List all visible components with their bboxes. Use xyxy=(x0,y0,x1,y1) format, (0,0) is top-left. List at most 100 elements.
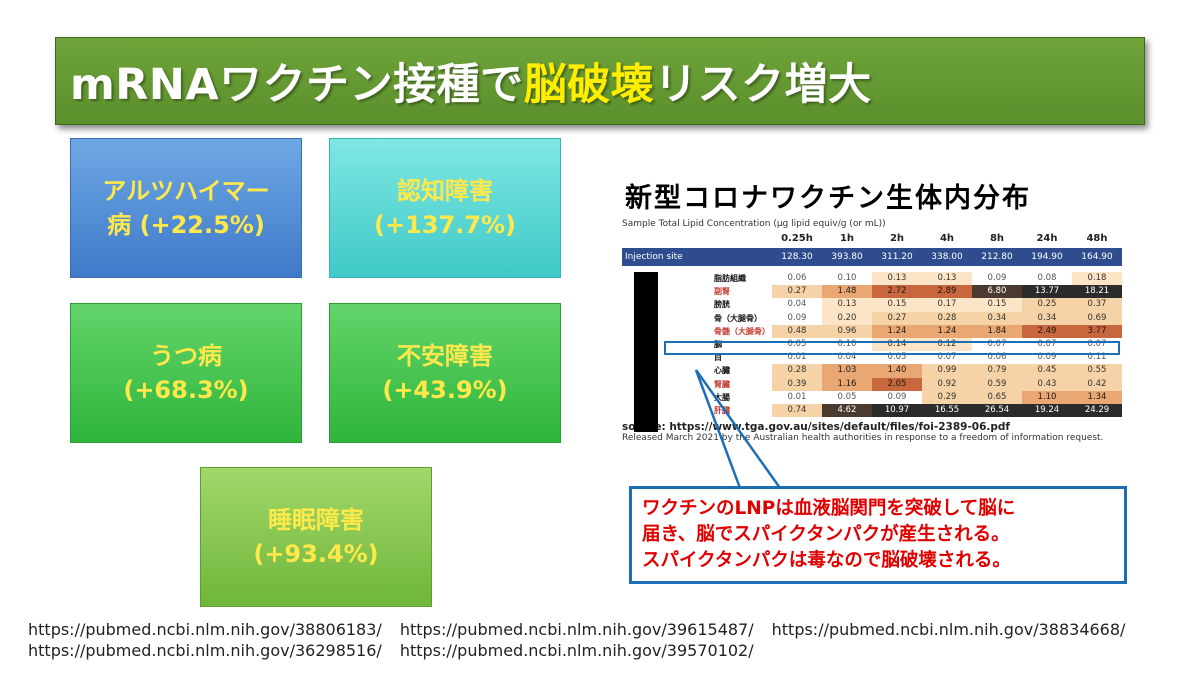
row-label: 脳 xyxy=(714,339,722,349)
column-header: 24h xyxy=(1036,233,1058,244)
table-cell: 0.96 xyxy=(822,324,872,338)
table-cell: 0.06 xyxy=(987,352,1007,363)
table-cell: 0.92 xyxy=(922,377,972,391)
callout-line-1: ワクチンのLNPは血液脳関門を突破して脳に xyxy=(642,498,1016,519)
table-cell: 2.05 xyxy=(872,377,922,391)
table-cell: 0.09 xyxy=(787,312,807,323)
table-cell: 1.48 xyxy=(822,285,872,299)
table-cell: 2.49 xyxy=(1022,324,1072,338)
source-text: source: https://www.tga.gov.au/sites/def… xyxy=(622,421,1010,434)
table-cell: 0.08 xyxy=(1037,273,1057,283)
callout-line-2: 届き、脳でスパイクタンパクが産生される。 xyxy=(642,523,1010,545)
table-cell: 24.29 xyxy=(1072,403,1122,418)
brain-row-highlight xyxy=(664,341,1120,355)
table-cell: 0.15 xyxy=(972,298,1022,312)
redaction-bar xyxy=(634,272,658,432)
reference-link[interactable]: https://pubmed.ncbi.nlm.nih.gov/38806183… xyxy=(28,620,382,639)
table-row: 骨（大腿骨） 0.09 0.20 0.27 0.28 0.34 0.34 0.69 xyxy=(622,311,1122,325)
reference-urls: https://pubmed.ncbi.nlm.nih.gov/38806183… xyxy=(28,619,1143,661)
table-cell: 0.05 xyxy=(787,338,807,349)
table-cell: 0.43 xyxy=(1022,377,1072,391)
row-label: 目 xyxy=(714,353,722,363)
table-cell: 0.34 xyxy=(972,311,1022,325)
condition-box-anxiety: 不安障害 (+43.9%) xyxy=(329,303,561,443)
table-cell: 0.34 xyxy=(1022,311,1072,325)
condition-box-alzheimers: アルツハイマー 病 (+22.5%) xyxy=(70,138,302,278)
table-cell: 0.09 xyxy=(1037,352,1057,363)
table-cell: 0.01 xyxy=(787,391,807,402)
table-cell: 4.62 xyxy=(822,403,872,418)
table-cell: 311.20 xyxy=(881,252,913,262)
table-caption: Sample Total Lipid Concentration (µg lip… xyxy=(622,219,886,229)
condition-name: 不安障害 xyxy=(397,341,493,370)
table-row: 大腸 0.01 0.05 0.09 0.29 0.65 1.10 1.34 xyxy=(622,390,1122,404)
table-cell: 0.27 xyxy=(772,285,822,299)
table-cell: 3.77 xyxy=(1072,324,1122,338)
column-header: 0.25h xyxy=(781,233,813,244)
column-header: 2h xyxy=(889,233,905,244)
reference-link[interactable]: https://pubmed.ncbi.nlm.nih.gov/36298516… xyxy=(28,641,382,660)
condition-name: うつ病 xyxy=(150,341,222,370)
table-cell: 0.59 xyxy=(972,377,1022,391)
table-cell: 0.13 xyxy=(872,272,922,286)
table-cell: 0.10 xyxy=(837,273,857,283)
table-cell: 1.24 xyxy=(922,324,972,338)
reference-link[interactable]: https://pubmed.ncbi.nlm.nih.gov/38834668… xyxy=(771,620,1126,639)
table-cell: 393.80 xyxy=(831,252,863,262)
table-cell: 0.99 xyxy=(922,364,972,378)
injection-row: Injection site 128.30 393.80 311.20 338.00 21… xyxy=(622,248,1122,266)
table-cell: 1.84 xyxy=(972,324,1022,338)
table-cell: 0.69 xyxy=(1072,311,1122,325)
table-cell: 0.48 xyxy=(772,324,822,338)
table-cell: 0.06 xyxy=(787,273,807,283)
column-header: 48h xyxy=(1086,233,1108,244)
row-label: 副腎 xyxy=(714,287,730,297)
row-label: Injection site xyxy=(625,252,683,262)
table-row: 脂肪組織 0.06 0.10 0.13 0.13 0.09 0.08 0.18 xyxy=(622,272,1122,286)
table-cell: 0.18 xyxy=(1072,272,1122,286)
condition-name-line2: 病 (+22.5%) xyxy=(107,211,265,239)
table-cell: 0.09 xyxy=(987,273,1007,283)
table-cell: 194.90 xyxy=(1031,252,1063,262)
released-text: Released March 2021 by the Australian he… xyxy=(622,433,1104,444)
table-cell: 2.89 xyxy=(922,285,972,299)
table-cell: 0.65 xyxy=(972,390,1022,404)
condition-pct: (+93.4%) xyxy=(253,540,379,568)
table-cell: 10.97 xyxy=(872,403,922,418)
table-cell: 128.30 xyxy=(781,252,813,262)
reference-link[interactable]: https://pubmed.ncbi.nlm.nih.gov/39615487… xyxy=(399,620,754,639)
table-row: 骨髄（大腿骨） 0.48 0.96 1.24 1.24 1.84 2.49 3.77 xyxy=(622,324,1122,338)
table-cell: 0.79 xyxy=(972,364,1022,378)
table-cell: 0.05 xyxy=(837,391,857,402)
table-cell: 13.77 xyxy=(1022,285,1072,299)
title-highlight: 脳破壊 xyxy=(523,60,655,110)
row-label: 膀胱 xyxy=(714,300,730,310)
table-cell: 6.80 xyxy=(972,285,1022,299)
table-cell: 0.27 xyxy=(872,311,922,325)
table-cell: 1.24 xyxy=(872,324,922,338)
table-cell: 0.15 xyxy=(872,298,922,312)
table-cell: 0.39 xyxy=(772,377,822,391)
table-cell: 0.11 xyxy=(1087,352,1107,363)
table-cell: 0.28 xyxy=(922,311,972,325)
table-cell: 0.05 xyxy=(887,352,907,363)
table-cell: 0.10 xyxy=(837,338,857,349)
condition-pct: (+68.3%) xyxy=(123,376,249,404)
condition-name: 睡眠障害 xyxy=(268,505,364,534)
table-cell: 0.17 xyxy=(922,298,972,312)
title-banner: mRNAワクチン接種で脳破壊リスク増大 xyxy=(55,37,1145,125)
table-cell: 0.13 xyxy=(922,272,972,286)
table-row: 副腎 0.27 1.48 2.72 2.89 6.80 13.77 18.21 xyxy=(622,285,1122,299)
table-cell: 0.07 xyxy=(1037,338,1057,349)
table-cell: 0.07 xyxy=(1087,338,1107,349)
table-cell: 16.55 xyxy=(922,403,972,418)
table-cell: 1.16 xyxy=(822,377,872,391)
callout-box: ワクチンのLNPは血液脳関門を突破して脳に 届き、脳でスパイクタンパクが産生され… xyxy=(629,486,1127,584)
table-header: 0.25h 1h 2h 4h 8h 24h 48h xyxy=(622,232,1122,246)
table-cell: 0.25 xyxy=(1022,298,1072,312)
reference-link[interactable]: https://pubmed.ncbi.nlm.nih.gov/39570102… xyxy=(399,641,754,660)
table-cell: 0.13 xyxy=(822,298,872,312)
table-cell: 1.34 xyxy=(1072,390,1122,404)
table-cell: 0.74 xyxy=(772,403,822,418)
table-cell: 0.28 xyxy=(772,364,822,378)
